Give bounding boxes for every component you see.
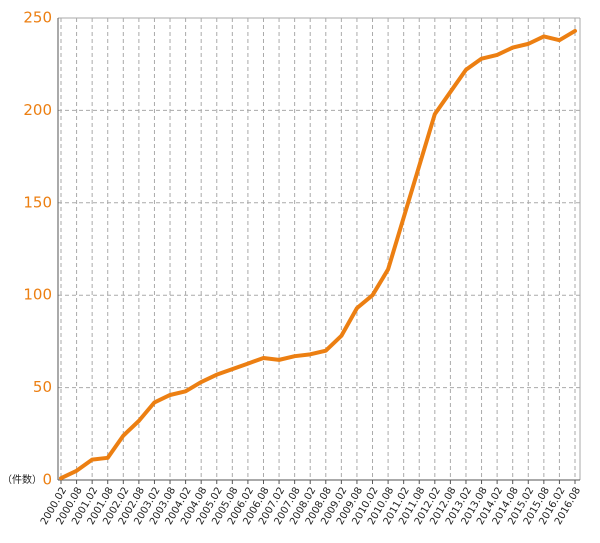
- y-axis-label: （件数）: [2, 473, 42, 486]
- data-line: [59, 28, 577, 481]
- y-tick-label: 150: [23, 193, 52, 211]
- y-tick-label: 250: [23, 9, 52, 27]
- y-tick-label: 50: [33, 378, 52, 396]
- y-tick-label: 100: [23, 286, 52, 304]
- y-tick-label: 200: [23, 101, 52, 119]
- y-tick-label: 0: [42, 471, 52, 489]
